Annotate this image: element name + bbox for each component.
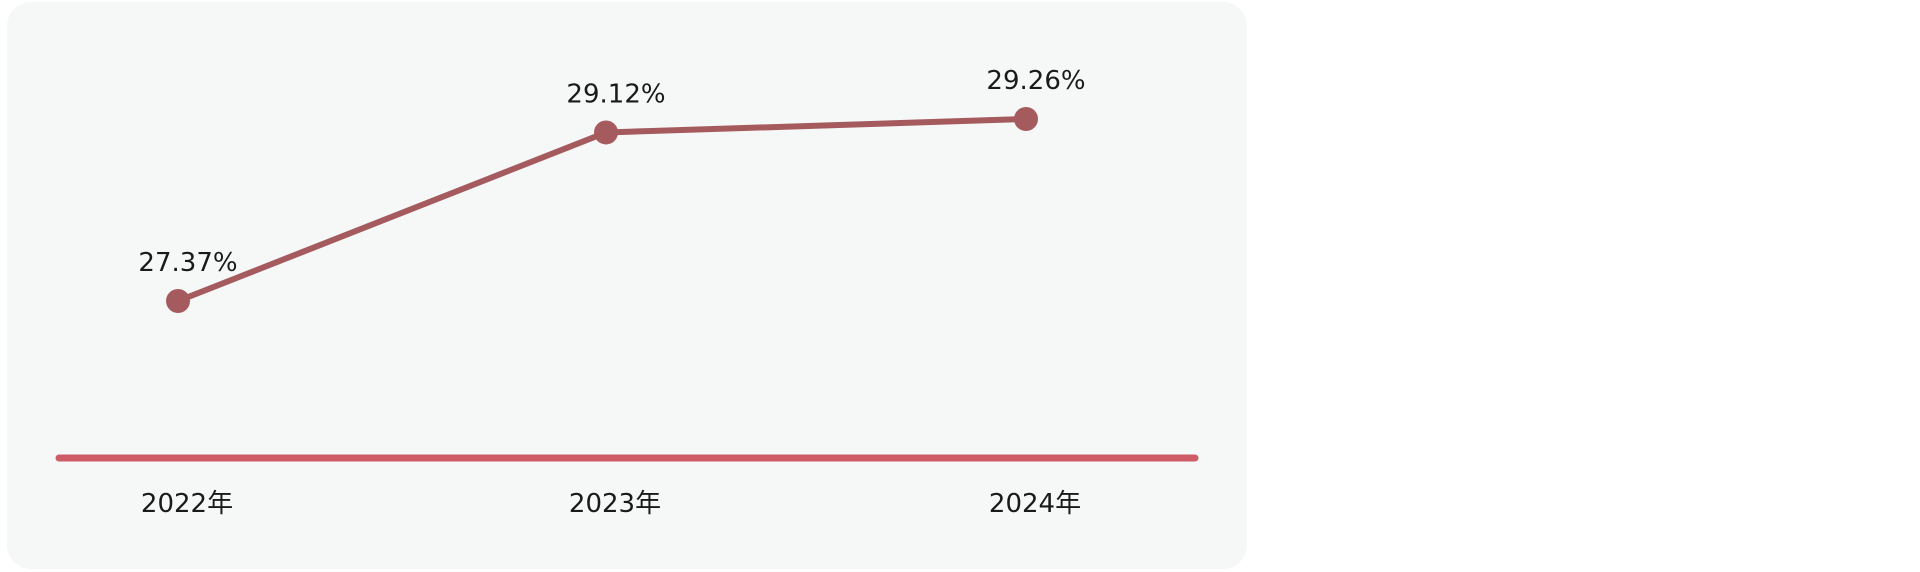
data-point (1014, 106, 1038, 131)
x-tick-label: 2024年 (989, 489, 1081, 519)
series-line (176, 115, 1027, 304)
data-label: 27.37% (138, 248, 237, 278)
data-label: 29.12% (566, 79, 665, 109)
x-tick-label: 2023年 (569, 489, 661, 519)
x-tick-label: 2022年 (141, 489, 233, 519)
data-point (594, 120, 618, 145)
data-label: 29.26% (986, 66, 1085, 96)
data-point (166, 289, 190, 313)
